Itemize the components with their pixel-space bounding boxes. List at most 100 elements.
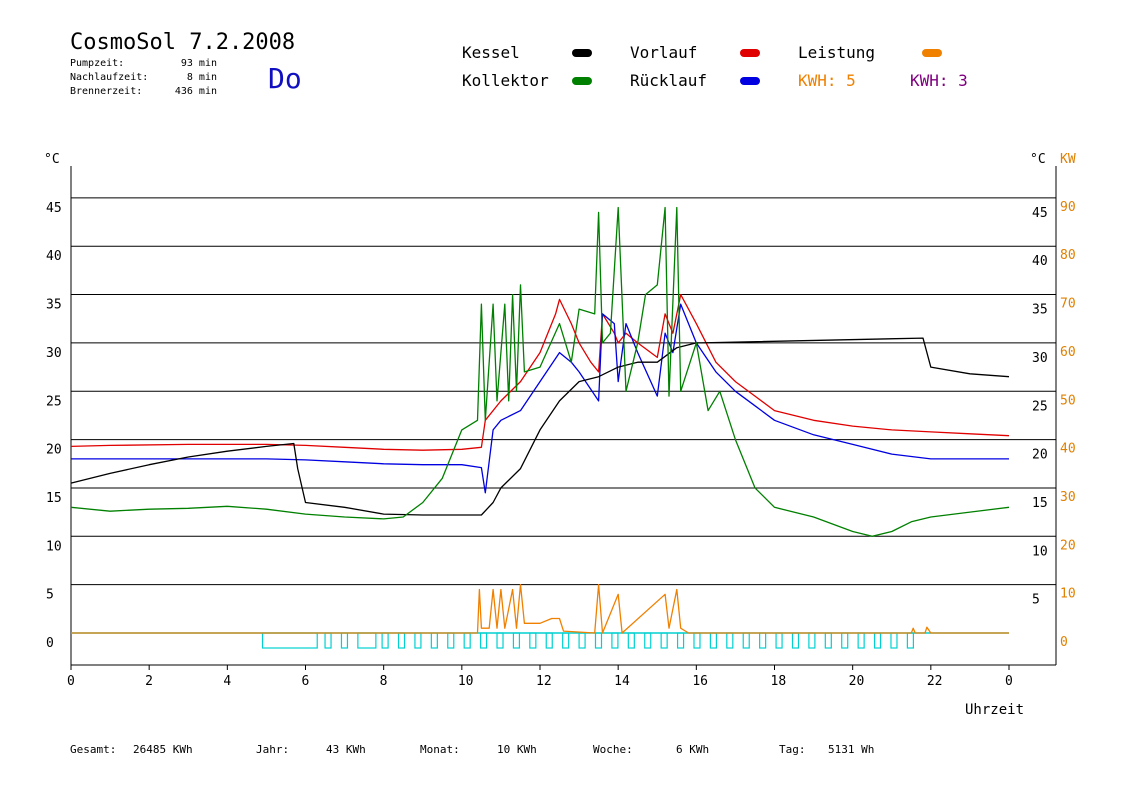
legend-leistung-label: Leistung — [798, 43, 876, 62]
x-tick-label: 0 — [1005, 674, 1013, 689]
y-tick-label-left: 15 — [46, 491, 62, 506]
footer-gesamt-label: Gesamt: — [70, 743, 117, 756]
series-line-kessel — [70, 337, 1010, 516]
y-axis-label-right: °C — [1030, 152, 1046, 167]
y-axis-label-left: °C — [44, 152, 60, 167]
status-pulse — [397, 632, 406, 649]
status-pulse — [644, 632, 652, 649]
legend-vorlauf-label: Vorlauf — [630, 43, 698, 62]
status-pulse — [627, 632, 635, 649]
status-pulse — [578, 632, 586, 649]
y-tick-label-left: 5 — [46, 588, 54, 603]
status-pulse — [890, 632, 898, 649]
status-pulse — [340, 632, 349, 649]
y-tick-label-right: 35 — [1032, 303, 1048, 318]
y-tick-label-right: 10 — [1032, 544, 1048, 559]
legend-ruecklauf-label: Rücklauf — [630, 71, 708, 90]
x-tick-label: 10 — [458, 674, 474, 689]
status-pulse — [759, 632, 767, 649]
x-tick-label: 16 — [692, 674, 708, 689]
chart-axes — [70, 166, 1057, 670]
y-tick-label-kw: 80 — [1060, 248, 1076, 263]
footer-gesamt-value: 26485 KWh — [133, 743, 193, 756]
x-axis-label: Uhrzeit — [965, 702, 1024, 718]
status-pulse — [529, 632, 537, 649]
grid-lines — [71, 197, 1056, 586]
y-tick-label-left: 40 — [46, 249, 62, 264]
y-tick-label-left: 25 — [46, 394, 62, 409]
status-pulse — [611, 632, 619, 649]
x-tick-label: 22 — [927, 674, 943, 689]
x-tick-label: 18 — [771, 674, 787, 689]
status-pulse — [430, 632, 438, 649]
stat-nachlaufzeit-label: Nachlaufzeit: — [70, 72, 149, 83]
tick-labels: °C °C KW Uhrzeit 0 2 4 6 8 10 12 14 16 18 20 22 0 45 4… — [44, 152, 1076, 718]
status-pulse — [709, 632, 718, 649]
legend-kwh-leistung: KWH: 5 — [798, 71, 856, 90]
series-line-kollektor — [70, 206, 1010, 537]
y-tick-label-kw: 60 — [1060, 345, 1076, 360]
status-pulse — [742, 632, 750, 649]
stat-brennerzeit-label: Brennerzeit: — [70, 86, 143, 97]
y-tick-label-left: 20 — [46, 443, 62, 458]
stat-nachlaufzeit-value: 8 min — [186, 72, 217, 83]
y-tick-label-right: 20 — [1032, 448, 1048, 463]
status-pulse — [512, 632, 521, 649]
y-tick-label-kw: 0 — [1060, 635, 1068, 650]
status-pulse — [824, 632, 832, 649]
status-pulse — [496, 632, 504, 649]
legend-leistung-swatch — [922, 49, 942, 57]
y-tick-label-kw: 30 — [1060, 490, 1076, 505]
footer-monat-value: 10 KWh — [497, 743, 537, 756]
x-tick-label: 4 — [223, 674, 231, 689]
status-pulse — [261, 632, 318, 649]
x-tick-label: 2 — [145, 674, 153, 689]
y-tick-label-kw: 40 — [1060, 442, 1076, 457]
x-tick-label: 6 — [302, 674, 310, 689]
status-pulse — [324, 632, 332, 649]
status-pulse — [545, 632, 553, 649]
y-tick-label-right: 25 — [1032, 399, 1048, 414]
weekday-label: Do — [268, 62, 302, 95]
y-tick-label-right: 15 — [1032, 496, 1048, 511]
y-tick-label-left: 10 — [46, 539, 62, 554]
series-line-ruecklauf — [71, 303, 1009, 494]
y-tick-label-right: 30 — [1032, 351, 1048, 366]
legend-vorlauf-swatch — [740, 49, 760, 57]
status-pulse — [775, 632, 783, 649]
pump-status-strip — [71, 632, 1009, 649]
stat-pumpzeit-value: 93 min — [180, 58, 217, 69]
y-axis-label-kw: KW — [1060, 152, 1076, 167]
status-pulse — [791, 632, 800, 649]
legend-kessel-swatch — [572, 49, 592, 57]
legend-kollektor-swatch — [572, 77, 592, 85]
stat-pumpzeit-label: Pumpzeit: — [70, 58, 125, 69]
y-tick-label-kw: 10 — [1060, 587, 1076, 602]
footer-jahr-label: Jahr: — [256, 743, 290, 756]
status-pulse — [726, 632, 734, 649]
footer-woche-label: Woche: — [593, 743, 633, 756]
status-pulse — [873, 632, 882, 649]
footer-jahr-value: 43 KWh — [326, 743, 366, 756]
x-tick-label: 8 — [380, 674, 388, 689]
y-tick-label-kw: 50 — [1060, 393, 1076, 408]
y-tick-label-right: 45 — [1032, 206, 1048, 221]
status-pulse — [693, 632, 701, 649]
y-tick-label-kw: 70 — [1060, 297, 1076, 312]
status-pulse — [660, 632, 668, 649]
stat-brennerzeit-value: 436 min — [174, 86, 217, 97]
y-tick-label-kw: 90 — [1060, 200, 1076, 215]
status-pulse — [906, 632, 914, 649]
status-pulse — [857, 632, 865, 649]
x-tick-label: 20 — [849, 674, 865, 689]
footer-monat-label: Monat: — [420, 743, 460, 756]
status-pulse — [562, 632, 570, 649]
series-line-leistung — [71, 583, 1009, 634]
legend-kessel-label: Kessel — [462, 43, 520, 62]
status-pulse — [414, 632, 422, 649]
status-pulse — [594, 632, 603, 649]
series-line-vorlauf — [70, 293, 1010, 451]
status-pulse — [676, 632, 685, 649]
status-pulse — [357, 632, 377, 649]
